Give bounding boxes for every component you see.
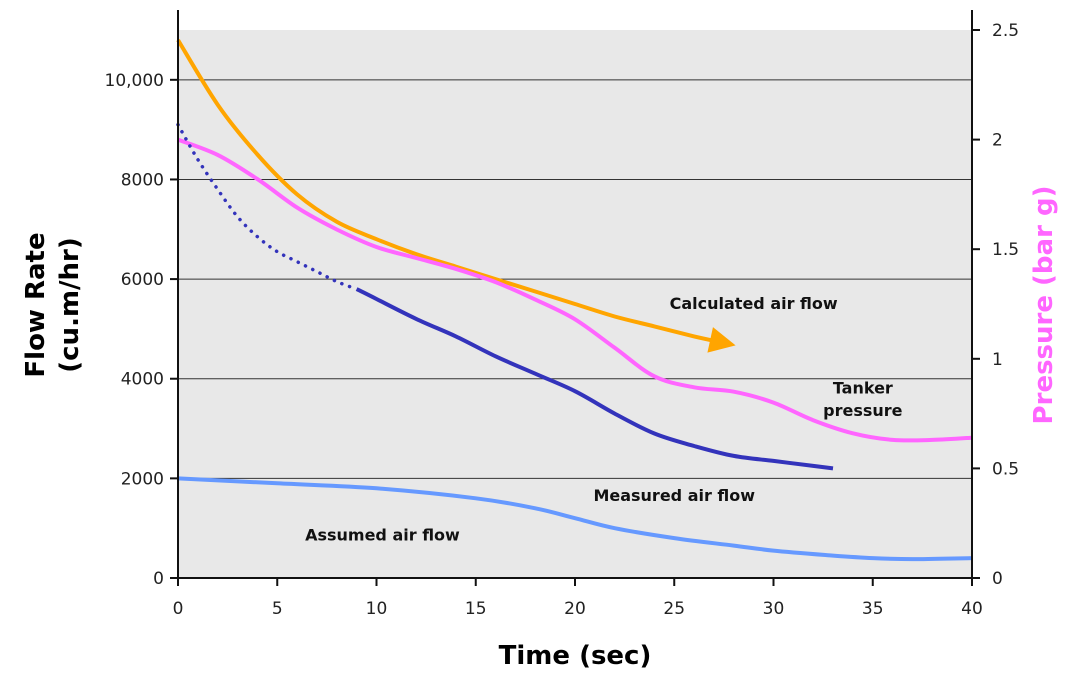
annotations: Calculated air flow Tanker pressure Measure… <box>305 294 903 545</box>
x-tick-label: 5 <box>272 599 283 619</box>
series-layer <box>176 38 973 562</box>
y-tick-label: 10,000 <box>105 71 164 91</box>
ticks: 0 2000 4000 6000 8000 10,000 0 0.5 1 1.5 2 2.5 0 5 10 1… <box>105 21 1020 619</box>
x-tick-label: 35 <box>862 599 884 619</box>
annotation-label: Measured air flow <box>593 486 755 505</box>
y2-tick-label: 0.5 <box>992 459 1019 479</box>
grid <box>178 79 972 479</box>
arrowhead <box>707 327 736 353</box>
x-tick-label: 30 <box>763 599 785 619</box>
y-tick-label: 2000 <box>121 469 164 489</box>
x-tick-label: 15 <box>465 599 487 619</box>
measured-air-flow-line <box>355 287 834 471</box>
x-axis-title: Time (sec) <box>499 641 652 671</box>
x-tick-label: 0 <box>173 599 184 619</box>
calculated-air-flow-line <box>176 38 725 345</box>
y2-tick-label: 0 <box>992 569 1003 589</box>
y-tick-label: 4000 <box>121 370 164 390</box>
x-tick-label: 25 <box>663 599 685 619</box>
y2-tick-label: 2 <box>992 131 1003 151</box>
y-tick-label: 0 <box>153 569 164 589</box>
y-tick-label: 6000 <box>121 270 164 290</box>
annotation-label: Assumed air flow <box>305 526 460 545</box>
x-tick-label: 40 <box>961 599 983 619</box>
x-tick-label: 20 <box>564 599 586 619</box>
tanker-pressure-line <box>177 137 973 443</box>
measured-air-flow-dotted-line <box>176 122 359 291</box>
annotation-label: Tanker <box>833 379 893 398</box>
y2-axis-title: Pressure (bar g) <box>1029 186 1059 425</box>
y2-tick-label: 1 <box>992 350 1003 370</box>
y2-tick-label: 2.5 <box>992 21 1019 41</box>
y-axis-title-line1: Flow Rate <box>21 232 51 377</box>
y2-tick-label: 1.5 <box>992 240 1019 260</box>
assumed-air-flow-line <box>177 476 973 562</box>
x-tick-label: 10 <box>366 599 388 619</box>
y-axis-title-line2: (cu.m/hr) <box>55 237 85 372</box>
annotation-label: pressure <box>823 401 903 420</box>
annotation-label: Calculated air flow <box>670 294 838 313</box>
y-tick-label: 8000 <box>121 170 164 190</box>
